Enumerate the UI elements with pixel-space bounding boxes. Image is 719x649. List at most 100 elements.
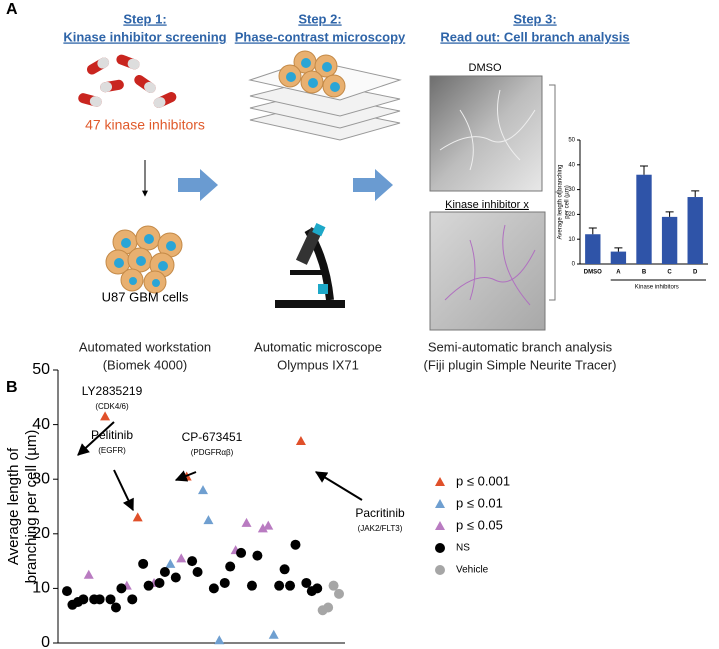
point xyxy=(187,556,198,567)
y-tick-label: 30 xyxy=(568,187,575,193)
point xyxy=(208,583,219,594)
annotation: Pelitinib xyxy=(91,428,133,442)
annotation: CP-673451 xyxy=(182,430,243,444)
point xyxy=(127,594,138,605)
point xyxy=(328,580,339,591)
point xyxy=(225,561,236,572)
caption: Semi-automatic branch analysis xyxy=(428,339,613,354)
bar xyxy=(687,197,703,264)
point xyxy=(214,635,225,645)
error-bar xyxy=(665,211,674,217)
point xyxy=(274,580,285,591)
point xyxy=(159,567,170,578)
annotation-arrow xyxy=(174,470,197,482)
caption: Automatic microscope xyxy=(254,339,382,354)
point xyxy=(154,577,165,588)
y-axis-label: Average length of branching xyxy=(558,165,564,240)
annotation: Pacritinib xyxy=(355,506,405,520)
point xyxy=(83,569,94,579)
y-axis-label: Average length of xyxy=(5,447,22,565)
point xyxy=(334,588,344,599)
error-bar xyxy=(614,247,623,252)
x-tick-label: A xyxy=(616,270,621,276)
micrograph xyxy=(429,75,543,192)
legend-label: p ≤ 0.05 xyxy=(456,517,503,532)
bar xyxy=(585,234,601,264)
error-bar xyxy=(640,165,648,175)
y-tick-label: 10 xyxy=(568,237,575,243)
point xyxy=(170,572,181,583)
annotation-arrow xyxy=(113,469,134,512)
point xyxy=(165,558,176,568)
point xyxy=(290,539,301,550)
point xyxy=(203,515,214,525)
step-title: Phase-contrast microscopy xyxy=(235,29,406,44)
point xyxy=(94,594,105,605)
step-title: Read out: Cell branch analysis xyxy=(440,29,629,44)
step-title: Step 2: xyxy=(298,11,341,26)
annotation-arrow xyxy=(314,471,363,501)
block-arrow xyxy=(353,169,393,201)
point xyxy=(252,550,263,561)
y-axis-label: per cell (µm) xyxy=(565,185,571,218)
y-tick-label: 20 xyxy=(568,212,575,218)
micrograph-label: Kinase inhibitor x xyxy=(445,199,529,211)
point xyxy=(241,517,252,527)
panel-label: B xyxy=(6,379,18,396)
annotation-detail: (EGFR) xyxy=(98,446,126,455)
block-arrow xyxy=(178,169,218,201)
legend-label: p ≤ 0.01 xyxy=(456,495,503,510)
annotation-arrow xyxy=(77,421,115,456)
point xyxy=(312,583,323,594)
y-tick-label: 40 xyxy=(32,416,50,433)
point xyxy=(192,567,203,578)
error-bar xyxy=(588,227,597,235)
y-axis-label: branching per cell (µm) xyxy=(23,430,40,584)
cells-label: U87 GBM cells xyxy=(102,289,189,304)
x-tick-label: B xyxy=(642,270,647,276)
point xyxy=(132,512,143,522)
x-axis-label: Kinase inhibitors xyxy=(635,285,679,291)
caption: (Fiji plugin Simple Neurite Tracer) xyxy=(424,357,617,372)
micrograph xyxy=(429,211,546,331)
point xyxy=(176,553,187,563)
legend-label: p ≤ 0.001 xyxy=(456,473,510,488)
annotation: LY2835219 xyxy=(82,384,143,398)
bar xyxy=(636,174,652,264)
legend-label: NS xyxy=(456,543,470,554)
point xyxy=(323,602,334,613)
point xyxy=(295,435,306,445)
micrograph-label: DMSO xyxy=(469,62,502,74)
plate-nuclei xyxy=(286,58,340,92)
nuclei xyxy=(114,234,176,287)
legend-label: Vehicle xyxy=(456,565,489,576)
point xyxy=(62,586,72,597)
step-title: Step 1: xyxy=(123,11,166,26)
y-tick-label: 50 xyxy=(32,361,50,378)
point xyxy=(105,594,116,605)
y-tick-label: 30 xyxy=(32,470,50,487)
step-title: Kinase inhibitor screening xyxy=(63,29,226,44)
caption: Automated workstation xyxy=(79,339,211,354)
point xyxy=(263,520,274,530)
annotation-detail: (PDGFRαβ) xyxy=(191,448,234,457)
point xyxy=(198,485,208,495)
legend-marker xyxy=(435,521,445,530)
microscope-icon xyxy=(275,222,345,308)
x-tick-label: C xyxy=(667,270,672,276)
point xyxy=(285,580,296,591)
plate-cells xyxy=(278,50,346,98)
legend-marker xyxy=(435,499,445,508)
bar xyxy=(661,216,678,264)
point xyxy=(219,577,230,588)
point xyxy=(78,594,89,605)
caption: (Biomek 4000) xyxy=(103,357,188,372)
point xyxy=(143,580,154,591)
y-tick-label: 40 xyxy=(568,162,575,168)
pills-icon xyxy=(78,54,177,108)
bar xyxy=(610,251,627,264)
point xyxy=(110,602,121,613)
point xyxy=(246,580,257,591)
y-tick-label: 10 xyxy=(32,580,50,597)
